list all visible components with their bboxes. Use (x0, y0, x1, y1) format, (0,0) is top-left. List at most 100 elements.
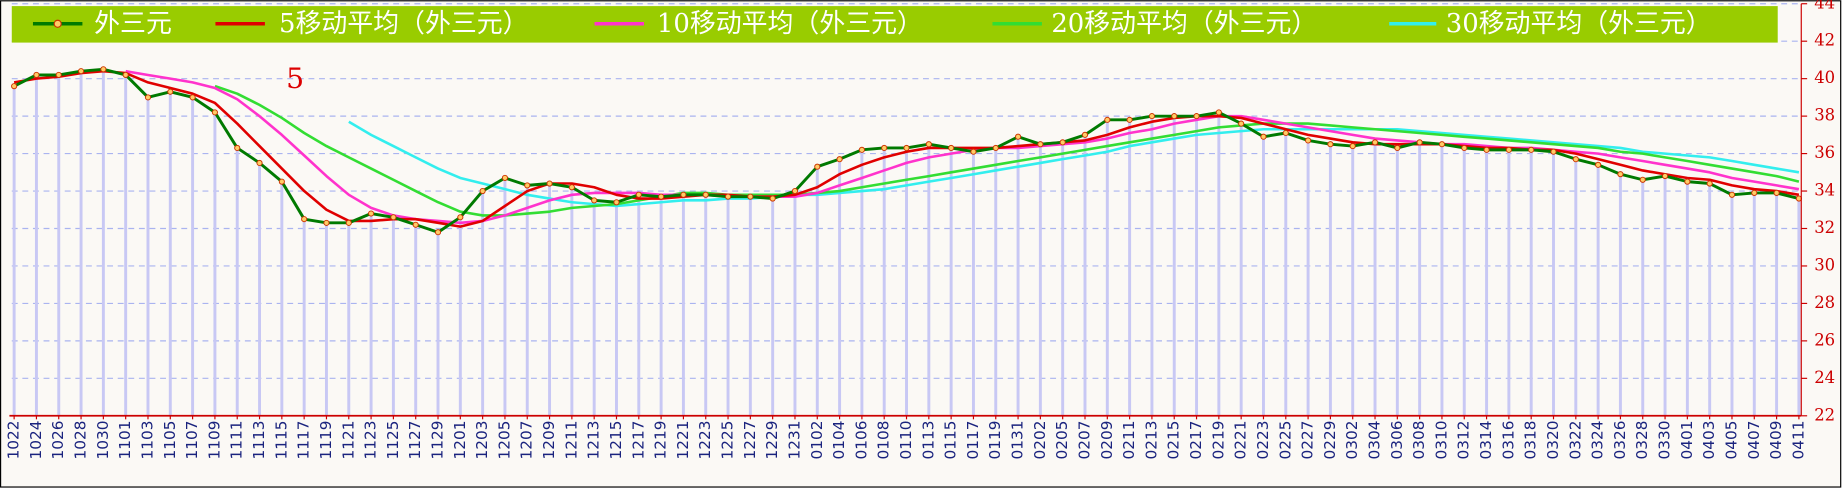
point-marker (613, 199, 620, 206)
point-marker (1483, 146, 1490, 153)
point-marker (1305, 137, 1312, 144)
point-marker (791, 187, 799, 195)
point-marker (524, 182, 531, 189)
point-marker (1349, 143, 1356, 150)
y-tick-label: 30 (1814, 255, 1835, 274)
point-marker (1416, 139, 1423, 146)
x-tick-label: 0326 (1611, 421, 1629, 460)
point-marker (591, 197, 598, 204)
point-marker (457, 214, 464, 221)
point-marker (55, 71, 62, 78)
point-marker (1260, 133, 1267, 140)
x-tick-label: 0308 (1410, 421, 1428, 460)
x-tick-label: 1026 (49, 421, 67, 460)
point-marker (33, 71, 40, 78)
x-tick-label: 1028 (72, 421, 90, 460)
point-marker (724, 193, 732, 200)
point-marker (814, 163, 821, 170)
point-marker (144, 94, 152, 101)
x-tick-label: 1109 (205, 421, 223, 460)
x-tick-label: 1115 (272, 421, 290, 460)
x-tick-label: 1121 (339, 421, 357, 460)
point-marker (881, 144, 888, 152)
point-marker (658, 193, 665, 200)
x-tick-label: 0217 (1187, 421, 1205, 460)
point-marker (501, 174, 509, 181)
x-tick-label: 1223 (696, 421, 714, 460)
point-marker (1572, 156, 1579, 163)
x-tick-label: 0202 (1031, 421, 1049, 460)
x-tick-label: 1227 (741, 421, 759, 460)
point-marker (77, 68, 85, 75)
point-marker (301, 216, 308, 223)
legend-bar (11, 6, 1778, 43)
x-tick-label: 0302 (1343, 421, 1361, 460)
x-tick-label: 0312 (1455, 421, 1473, 460)
point-marker (434, 229, 442, 236)
point-marker (1528, 146, 1535, 153)
point-marker (680, 191, 687, 198)
x-tick-label: 1111 (228, 421, 246, 460)
x-tick-label: 1105 (161, 421, 179, 460)
x-tick-label: 0113 (919, 421, 937, 460)
point-marker (769, 195, 776, 202)
point-marker (234, 144, 241, 152)
x-tick-label: 0221 (1232, 421, 1250, 460)
legend-label: 20移动平均（外三元） (1051, 9, 1317, 39)
x-tick-label: 1125 (384, 421, 402, 460)
x-tick-label: 0211 (1120, 421, 1138, 460)
x-tick-label: 1117 (295, 421, 313, 460)
x-tick-label: 1205 (495, 421, 513, 460)
x-tick-label: 0409 (1767, 421, 1785, 460)
point-marker (1461, 144, 1468, 152)
x-tick-label: 0405 (1722, 421, 1740, 460)
x-tick-label: 0119 (986, 421, 1004, 460)
legend-label: 10移动平均（外三元） (657, 9, 923, 39)
y-tick-label: 38 (1814, 106, 1835, 125)
point-marker (100, 66, 107, 73)
point-marker (1238, 120, 1245, 127)
x-tick-label: 1207 (518, 421, 536, 460)
x-tick-label: 1217 (629, 421, 647, 460)
point-marker (925, 141, 932, 148)
point-marker (1171, 113, 1178, 120)
point-marker (858, 146, 865, 153)
x-tick-label: 0209 (1098, 421, 1116, 460)
x-tick-label: 1127 (406, 421, 424, 460)
point-marker (747, 193, 754, 200)
point-marker (1081, 131, 1089, 138)
x-tick-label: 0306 (1388, 421, 1406, 460)
point-marker (167, 88, 174, 95)
y-tick-label: 22 (1814, 405, 1835, 424)
x-tick-label: 0310 (1432, 421, 1450, 460)
point-marker (992, 144, 999, 152)
x-tick-label: 0108 (875, 421, 893, 460)
y-tick-label: 32 (1814, 218, 1835, 237)
legend-marker (53, 19, 62, 28)
x-tick-label: 1107 (183, 421, 201, 460)
point-marker (1126, 116, 1133, 123)
legend-label: 30移动平均（外三元） (1446, 9, 1712, 39)
x-tick-label: 0205 (1053, 421, 1071, 460)
point-marker (1617, 171, 1624, 178)
x-tick-label: 0223 (1254, 421, 1272, 460)
x-tick-label: 1113 (250, 421, 268, 460)
x-tick-label: 1024 (27, 421, 45, 460)
point-marker (546, 180, 553, 187)
point-marker (368, 210, 375, 217)
point-marker (1282, 129, 1289, 137)
series-line (13, 69, 1800, 228)
x-tick-label: 0225 (1276, 421, 1294, 460)
point-marker (1505, 146, 1512, 153)
legend-label: 外三元 (94, 9, 172, 39)
x-tick-label: 0304 (1366, 421, 1384, 460)
x-tick-label: 1101 (116, 421, 134, 460)
x-tick-label: 0215 (1165, 421, 1183, 460)
point-marker (1394, 144, 1401, 152)
x-tick-label: 0131 (1009, 421, 1027, 460)
x-tick-label: 0314 (1477, 421, 1495, 460)
y-tick-label: 44 (1814, 0, 1835, 12)
point-marker (1751, 189, 1758, 196)
point-marker (1773, 189, 1780, 196)
